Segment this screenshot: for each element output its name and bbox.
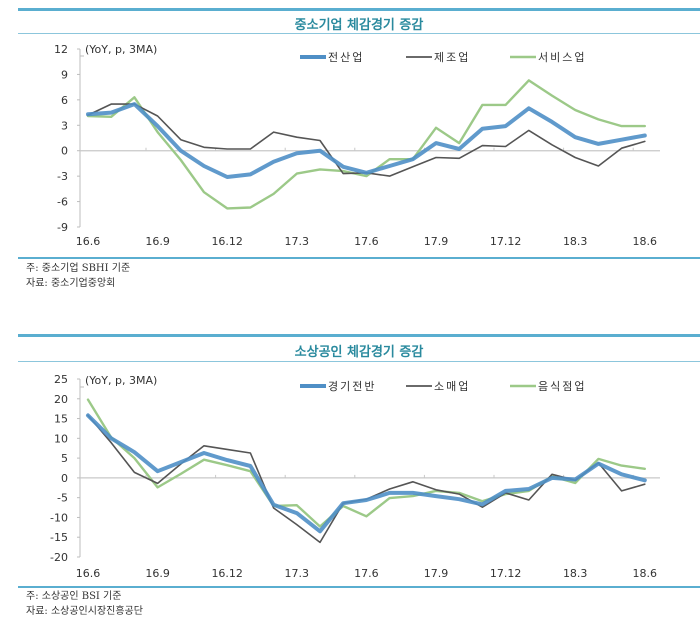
y-tick-label: -10	[50, 511, 68, 524]
y-tick-label: 9	[61, 68, 68, 81]
chart-source: 자료: 소상공인시장진흥공단	[26, 606, 143, 617]
top-rule	[18, 334, 700, 337]
bottom-rule	[18, 586, 700, 588]
y-tick-label: 6	[61, 94, 68, 107]
x-tick-label: 17.6	[354, 567, 379, 580]
chart-title: 소상공인 체감경기 증감	[294, 345, 424, 360]
x-tick-label: 18.3	[563, 235, 588, 248]
y-tick-label: -20	[50, 551, 68, 564]
x-tick-label: 18.3	[563, 567, 588, 580]
y-tick-label: -9	[57, 221, 68, 234]
y-tick-label: -15	[50, 531, 68, 544]
chart-note: 주: 소상공인 BSI 기준	[26, 591, 122, 602]
series-line-tertiary	[86, 79, 646, 210]
y-tick-label: 15	[54, 413, 68, 426]
unit-label: (YoY, p, 3MA)	[85, 43, 157, 56]
y-tick-label: -5	[57, 492, 68, 505]
y-tick-label: 5	[61, 452, 68, 465]
x-tick-label: 17.3	[285, 235, 310, 248]
bottom-rule	[18, 257, 700, 259]
y-tick-label: 10	[54, 432, 68, 445]
y-tick-label: 20	[54, 393, 68, 406]
x-tick-label: 17.3	[285, 567, 310, 580]
legend-label: 경기전반	[328, 380, 376, 393]
y-tick-label: -3	[57, 170, 68, 183]
x-tick-label: 17.6	[354, 235, 379, 248]
chart-sme-sentiment: 12 9 6 3 0 -3 -6 -9 16.6 16.9 16.12 17.3 17.6 17.9 17.…	[54, 43, 660, 248]
x-tick-label: 17.9	[424, 567, 449, 580]
chart-title: 중소기업 체감경기 증감	[294, 18, 424, 33]
x-tick-label: 17.12	[490, 567, 522, 580]
legend-label: 전산업	[328, 51, 364, 64]
x-tick-label: 16.12	[211, 235, 243, 248]
x-tick-label: 16.6	[76, 235, 101, 248]
y-tick-label: 0	[61, 145, 68, 158]
x-tick-label: 17.9	[424, 235, 449, 248]
unit-label: (YoY, p, 3MA)	[85, 374, 157, 387]
series-line-total	[86, 102, 647, 179]
chart-note: 주: 중소기업 SBHI 기준	[26, 263, 131, 274]
series-line-tertiary	[86, 398, 646, 528]
legend-label: 서비스업	[538, 51, 586, 64]
x-tick-label: 17.12	[490, 235, 522, 248]
title-rule	[18, 361, 700, 362]
y-tick-label: 0	[61, 472, 68, 485]
x-tick-label: 16.9	[145, 567, 170, 580]
x-tick-label: 18.6	[633, 235, 658, 248]
chart-source: 자료: 중소기업중앙회	[26, 278, 116, 289]
series-line-total	[86, 413, 647, 534]
x-tick-label: 16.9	[145, 235, 170, 248]
top-rule	[18, 8, 700, 11]
legend-label: 음식점업	[538, 380, 586, 393]
chart-panel-sme: 중소기업 체감경기 증감 12 9 6 3 0 -3 -6 -9 16.6 16.9 16.12 17…	[0, 0, 700, 310]
y-tick-label: 3	[61, 119, 68, 132]
x-tick-label: 18.6	[633, 567, 658, 580]
legend-label: 소매업	[434, 380, 470, 393]
title-rule	[18, 33, 700, 34]
x-tick-label: 16.6	[76, 567, 101, 580]
y-tick-label: -6	[57, 196, 68, 209]
legend-label: 제조업	[434, 51, 470, 64]
y-tick-label: 25	[54, 373, 68, 386]
x-tick-label: 16.12	[211, 567, 243, 580]
y-tick-label: 12	[54, 43, 68, 56]
